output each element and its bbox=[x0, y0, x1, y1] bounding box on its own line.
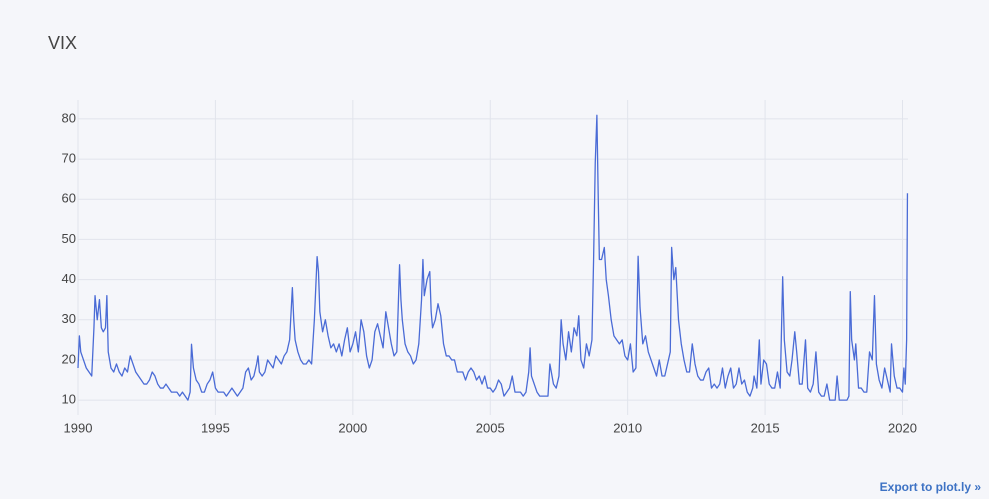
chart-title: VIX bbox=[48, 33, 77, 53]
x-tick-label: 1995 bbox=[201, 420, 230, 435]
x-tick-label: 2015 bbox=[751, 420, 780, 435]
y-tick-label: 10 bbox=[62, 392, 76, 407]
x-tick-label: 2005 bbox=[476, 420, 505, 435]
x-tick-label: 2010 bbox=[613, 420, 642, 435]
y-tick-label: 30 bbox=[62, 311, 76, 326]
x-tick-label: 1990 bbox=[64, 420, 93, 435]
x-tick-label: 2000 bbox=[338, 420, 367, 435]
line bbox=[77, 114, 909, 401]
y-tick-label: 70 bbox=[62, 151, 76, 166]
y-tick-label: 60 bbox=[62, 191, 76, 206]
x-tick-label: 2020 bbox=[888, 420, 917, 435]
export-link[interactable]: Export to plot.ly » bbox=[879, 480, 981, 494]
y-tick-label: 40 bbox=[62, 271, 76, 286]
y-tick-label: 50 bbox=[62, 231, 76, 246]
y-tick-label: 80 bbox=[62, 110, 76, 125]
y-tick-label: 20 bbox=[62, 351, 76, 366]
